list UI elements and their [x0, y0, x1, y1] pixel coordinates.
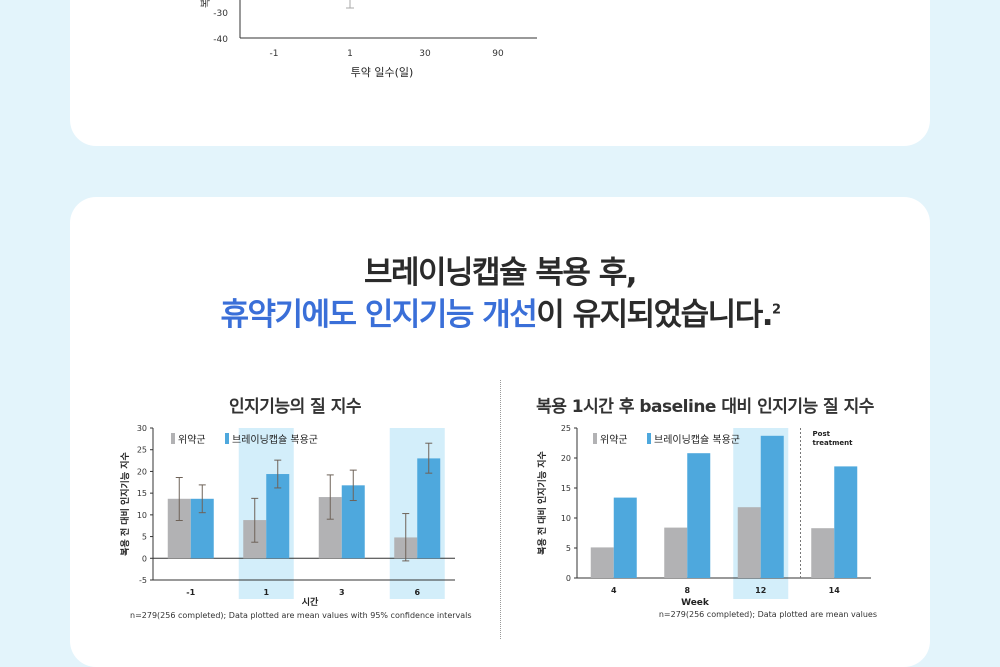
bar-placebo	[318, 497, 342, 559]
x-tick-label: 6	[414, 588, 420, 597]
legend-swatch-drug	[225, 433, 229, 444]
y-tick-label: -5	[139, 576, 147, 585]
x-axis-title: 시간	[302, 596, 319, 608]
y-tick-label: 10	[561, 514, 571, 523]
bar-drug	[613, 497, 637, 578]
x-axis-title: Week	[681, 598, 710, 608]
bar-placebo	[167, 498, 191, 559]
x-tick-label: 12	[755, 586, 766, 595]
bar-placebo	[737, 507, 761, 578]
annotation-text: treatment	[813, 439, 854, 447]
chart1-svg: -5 0 5 10 15 20 25 30 -1 1 3 6 시간 복용 전 대비 인지기능 지수 위약군 브…	[119, 424, 472, 620]
top-chart-xlabel: 투약 일수(일)	[351, 65, 414, 79]
y-tick-label: 10	[137, 511, 147, 520]
top-chart-ytick: -40	[213, 35, 228, 45]
x-tick-label: -1	[186, 588, 195, 597]
top-card	[70, 0, 930, 146]
legend-label-drug: 브레이닝캡슐 복용군	[232, 434, 318, 446]
y-tick-label: 5	[142, 533, 147, 542]
bar-drug	[341, 485, 365, 559]
top-chart-ytick: -30	[213, 9, 228, 19]
bar-placebo	[664, 527, 688, 578]
footnote: n=279(256 completed); Data plotted are m…	[659, 610, 877, 619]
y-tick-label: 25	[137, 446, 147, 455]
top-chart-xtick: 1	[347, 49, 353, 59]
x-tick-label: 3	[339, 588, 345, 597]
headline-line1: 브레이닝캡슐 복용 후,	[363, 255, 638, 291]
x-tick-label: 1	[263, 588, 269, 597]
chart2-title: 복용 1시간 후 baseline 대비 인지기능 질 지수	[536, 397, 874, 417]
y-axis-title: 복용 전 대비 인지기능 지수	[536, 451, 548, 555]
top-chart-xtick: 90	[492, 49, 504, 59]
top-chart: 복 -30 -40 -1 1 30 90 투약 일수(일)	[200, 0, 537, 79]
y-tick-label: 15	[561, 484, 571, 493]
top-chart-ylabel-fragment: 복	[200, 0, 212, 8]
y-tick-label: 25	[561, 424, 571, 433]
legend-swatch-drug	[647, 433, 651, 444]
legend-label-placebo: 위약군	[178, 433, 206, 446]
y-tick-label: 5	[566, 544, 571, 553]
y-tick-label: 0	[142, 554, 147, 563]
x-tick-label: 14	[829, 586, 841, 595]
headline-rest: 이 유지되었습니다.	[536, 297, 773, 333]
headline-footnote-ref: 2	[772, 302, 781, 318]
bar-drug	[190, 498, 214, 559]
legend-label-placebo: 위약군	[600, 433, 628, 446]
y-tick-label: 15	[137, 489, 147, 498]
y-axis-title: 복용 전 대비 인지기능 지수	[119, 452, 131, 556]
y-tick-label: 30	[137, 424, 147, 433]
bar-drug	[266, 474, 290, 559]
headline-line2: 휴약기에도 인지기능 개선이 유지되었습니다.2	[0, 289, 1000, 334]
y-tick-label: 0	[566, 574, 571, 583]
x-tick-label: 8	[684, 586, 690, 595]
chart2-svg: 0 5 10 15 20 25 4 8 12 14 Week 복용 전 대비 인지기능 지수 위약군 브레…	[536, 424, 877, 619]
bar-drug	[687, 453, 711, 578]
top-chart-xtick: -1	[270, 49, 279, 59]
footnote: n=279(256 completed); Data plotted are m…	[130, 611, 472, 620]
bar-drug	[417, 458, 441, 559]
bar-placebo	[590, 547, 614, 578]
legend-swatch-placebo	[171, 433, 175, 444]
bar-drug	[834, 466, 858, 578]
legend-label-drug: 브레이닝캡슐 복용군	[654, 434, 740, 446]
y-tick-label: 20	[137, 467, 147, 476]
annotation-text: Post	[813, 430, 831, 438]
headline-highlight: 휴약기에도 인지기능 개선	[220, 297, 537, 333]
bar-placebo	[811, 528, 835, 578]
legend-swatch-placebo	[593, 433, 597, 444]
x-tick-label: 4	[611, 586, 617, 595]
chart-divider	[500, 380, 501, 639]
top-chart-xtick: 30	[419, 49, 431, 59]
bar-drug	[760, 435, 784, 578]
y-tick-label: 20	[561, 454, 571, 463]
chart1-title: 인지기능의 질 지수	[229, 397, 361, 417]
